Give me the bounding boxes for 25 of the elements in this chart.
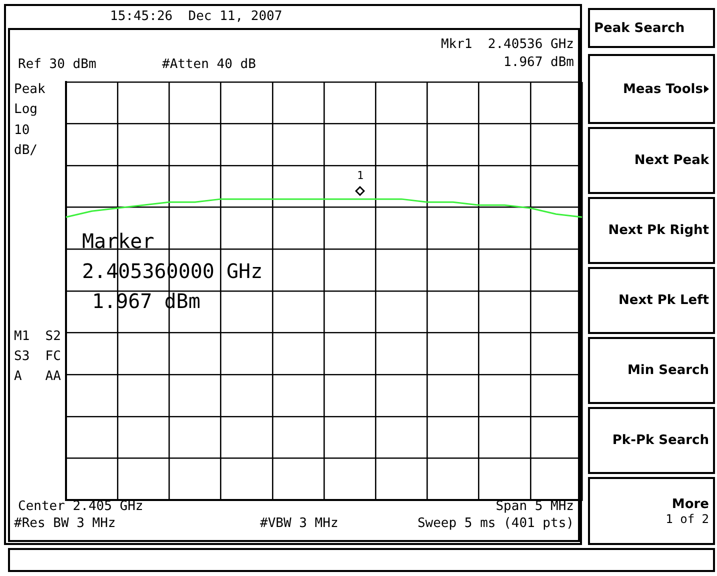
text: More [672, 496, 709, 512]
text: 1 [357, 169, 364, 182]
text: #Atten 40 dB [162, 57, 256, 72]
text: Min Search [628, 363, 709, 378]
text: Next Pk Right [608, 223, 709, 238]
text: Mkr1 2.40536 GHz [440, 37, 574, 52]
text: Peak Search [594, 20, 685, 36]
text: dB/ [14, 143, 38, 158]
text: Sweep 5 ms (401 pts) [417, 516, 574, 532]
text: #VBW 3 MHz [260, 516, 338, 532]
text: Log [14, 102, 38, 118]
text: S3 FC [14, 349, 61, 364]
text: Ref 30 dBm [18, 57, 96, 72]
text: A AA [14, 369, 61, 384]
text: Peak [14, 82, 46, 98]
text: 1.967 dBm [504, 55, 574, 70]
text: Pk-Pk Search [612, 433, 709, 448]
text: #Res BW 3 MHz [14, 516, 116, 532]
text: M1 S2 [14, 329, 61, 344]
text: 15:45:26 Dec 11, 2007 [110, 9, 282, 24]
text: 10 [14, 123, 30, 138]
text: Next Pk Left [618, 293, 709, 308]
text: Meas Tools [623, 82, 703, 96]
text: 1 of 2 [666, 512, 709, 526]
text: Next Peak [634, 153, 709, 168]
